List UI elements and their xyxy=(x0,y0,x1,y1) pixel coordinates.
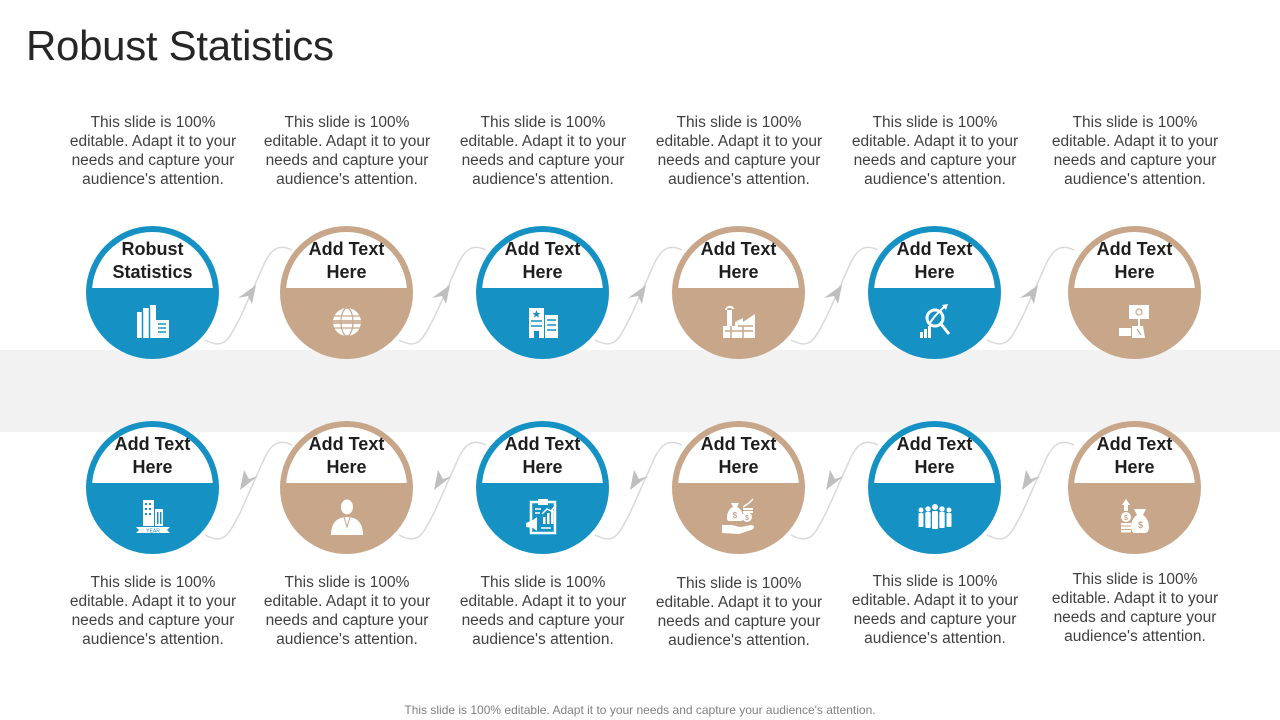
svg-text:$: $ xyxy=(1137,520,1142,530)
step-circle-5: Add Text Here xyxy=(868,226,1001,359)
step-label-8: Add Text Here xyxy=(308,434,385,477)
svg-text:$: $ xyxy=(1124,515,1128,522)
handshake-sign-icon xyxy=(1118,305,1149,338)
top-desc-5: This slide is 100% editable. Adapt it to… xyxy=(851,114,1019,188)
money-hand-icon: $ $ xyxy=(721,498,754,534)
step-circle-10: Add Text Here $ $ xyxy=(672,421,805,554)
svg-text:$: $ xyxy=(732,511,737,520)
top-desc-6: This slide is 100% editable. Adapt it to… xyxy=(1051,114,1219,188)
step-label-2: Add Text Here xyxy=(308,239,385,282)
globe-icon xyxy=(332,307,361,337)
svg-text:YEAR: YEAR xyxy=(146,528,160,534)
top-desc-1: This slide is 100% editable. Adapt it to… xyxy=(69,114,237,188)
step-label-5: Add Text Here xyxy=(896,239,973,282)
factory-icon xyxy=(722,305,755,338)
bottom-desc-2: This slide is 100% editable. Adapt it to… xyxy=(263,574,431,648)
hotel-building-icon xyxy=(528,308,558,338)
center-band xyxy=(0,350,1280,432)
step-circle-3: Add Text Here xyxy=(476,226,609,359)
office-buildings-icon xyxy=(136,305,169,338)
step-circle-9: Add Text Here xyxy=(476,421,609,554)
svg-text:$: $ xyxy=(745,515,749,522)
step-label-3: Add Text Here xyxy=(504,239,581,282)
step-label-11: Add Text Here xyxy=(896,434,973,477)
team-people-icon xyxy=(918,504,951,529)
money-bag-growth-icon: $ $ xyxy=(1120,499,1149,533)
bottom-desc-3: This slide is 100% editable. Adapt it to… xyxy=(459,574,627,648)
step-label-9: Add Text Here xyxy=(504,434,581,477)
footer-note: This slide is 100% editable. Adapt it to… xyxy=(404,703,876,717)
clipboard-megaphone-icon xyxy=(525,499,557,535)
step-label-7: Add Text Here xyxy=(114,434,191,477)
bottom-desc-1: This slide is 100% editable. Adapt it to… xyxy=(69,574,237,648)
bottom-desc-4: This slide is 100% editable. Adapt it to… xyxy=(655,575,823,649)
building-year-icon: YEAR xyxy=(135,500,170,534)
step-circle-8: Add Text Here xyxy=(280,421,413,554)
step-label-4: Add Text Here xyxy=(700,239,777,282)
step-label-1: Robust Statistics xyxy=(112,239,193,282)
step-circle-4: Add Text Here xyxy=(672,226,805,359)
step-circle-12: Add Text Here $ $ xyxy=(1068,421,1201,554)
step-circle-7: Add Text Here YEAR xyxy=(86,421,219,554)
step-circle-6: Add Text Here xyxy=(1068,226,1201,359)
top-desc-4: This slide is 100% editable. Adapt it to… xyxy=(655,114,823,188)
step-label-12: Add Text Here xyxy=(1096,434,1173,477)
businessman-icon xyxy=(330,499,363,535)
step-circle-11: Add Text Here xyxy=(868,421,1001,554)
step-label-6: Add Text Here xyxy=(1096,239,1173,282)
bottom-desc-5: This slide is 100% editable. Adapt it to… xyxy=(851,573,1019,647)
bottom-desc-6: This slide is 100% editable. Adapt it to… xyxy=(1051,571,1219,645)
step-circle-1: Robust Statistics xyxy=(86,226,219,359)
top-desc-2: This slide is 100% editable. Adapt it to… xyxy=(263,114,431,188)
slide-title: Robust Statistics xyxy=(26,22,334,69)
top-desc-3: This slide is 100% editable. Adapt it to… xyxy=(459,114,627,188)
step-label-10: Add Text Here xyxy=(700,434,777,477)
chart-magnifier-icon xyxy=(919,304,950,338)
step-circle-2: Add Text Here xyxy=(280,226,413,359)
